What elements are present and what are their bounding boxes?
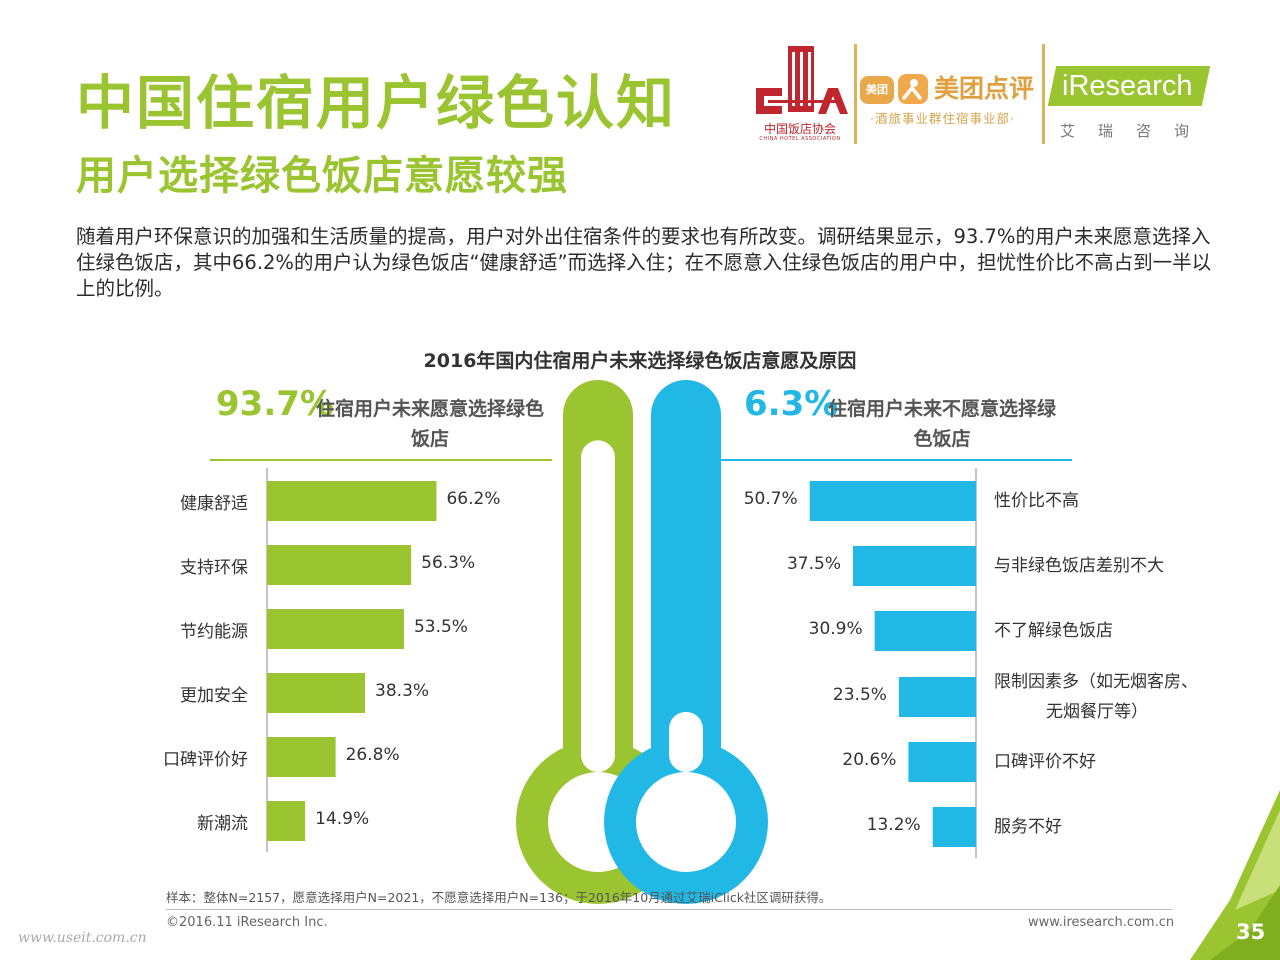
blue-thermometer-tube	[651, 380, 721, 822]
right-category-line: 不了解绿色饭店	[994, 621, 1113, 641]
blue-thermometer-channel	[669, 711, 703, 772]
cha-english-name: CHINA HOTEL ASSOCIATION	[759, 136, 841, 142]
left-category-label: 支持环保	[180, 558, 248, 578]
left-percent: 93.7%	[216, 384, 334, 424]
right-heading: 住宿用户未来不愿意选择绿色饭店	[827, 398, 1056, 450]
left-category-label: 节约能源	[180, 622, 248, 642]
cha-emblem-icon	[756, 46, 848, 114]
left-bar	[267, 481, 437, 521]
right-category-line: 服务不好	[994, 817, 1062, 837]
green-thermometer-tube	[563, 380, 633, 822]
page-subtitle: 用户选择绿色饭店意愿较强	[76, 153, 568, 199]
left-bar	[267, 609, 404, 649]
cha-name: 中国饭店协会	[763, 122, 836, 136]
right-bar	[809, 481, 976, 521]
left-value-label: 38.3%	[375, 681, 430, 701]
green-thermometer-channel	[581, 440, 615, 772]
meituan-name: 美团点评	[934, 74, 1035, 103]
right-category-label: 限制因素多（如无烟客房、 无烟餐厅等）	[994, 667, 1198, 727]
right-category-line: 无烟餐厅等）	[1046, 702, 1148, 722]
meituan-badge: 美团	[860, 76, 894, 104]
right-bar	[898, 677, 976, 717]
footer-divider	[166, 909, 1172, 910]
left-bar	[267, 545, 412, 585]
right-bar	[853, 546, 976, 586]
left-value-label: 66.2%	[446, 489, 501, 509]
page-title: 中国住宿用户绿色认知	[76, 69, 677, 137]
right-category-label: 性价比不高	[994, 486, 1079, 516]
right-category-label: 不了解绿色饭店	[994, 616, 1113, 646]
right-value-label: 23.5%	[832, 685, 887, 705]
right-bar	[908, 742, 976, 782]
right-category-label: 口碑评价不好	[994, 747, 1096, 777]
chart-title: 2016年国内住宿用户未来选择绿色饭店意愿及原因	[423, 350, 857, 372]
right-category-line: 与非绿色饭店差别不大	[994, 556, 1164, 576]
copyright: ©2016.11 iResearch Inc.	[166, 915, 328, 930]
watermark: www.useit.com.cn	[18, 930, 147, 946]
left-value-label: 14.9%	[315, 809, 370, 829]
left-bar	[267, 801, 306, 841]
right-category-line: 口碑评价不好	[994, 752, 1096, 772]
right-category-line: 限制因素多（如无烟客房、	[994, 672, 1198, 692]
right-value-label: 37.5%	[786, 554, 841, 574]
logo-divider	[1042, 44, 1045, 144]
description-text: 随着用户环保意识的加强和生活质量的提高，用户对外出住宿条件的要求也有所改变。调研…	[76, 225, 1212, 300]
meituan-sub: ·酒旅事业群住宿事业部·	[870, 111, 1015, 126]
left-bar	[267, 737, 336, 777]
website-link[interactable]: www.iresearch.com.cn	[1028, 915, 1175, 930]
right-category-line: 性价比不高	[994, 491, 1079, 511]
left-bar	[267, 673, 366, 713]
blue-thermometer-bulb	[604, 740, 768, 904]
right-value-label: 30.9%	[808, 619, 863, 639]
left-category-label: 更加安全	[180, 686, 248, 706]
iresearch-name: iResearch	[1062, 70, 1193, 102]
meituan-logo: 美团 美团点评 ·酒旅事业群住宿事业部·	[860, 68, 1038, 132]
left-value-label: 56.3%	[421, 553, 476, 573]
right-percent: 6.3%	[744, 384, 839, 424]
corner-decoration-icon	[1190, 790, 1280, 960]
iresearch-logo: iResearch 艾瑞咨询	[1047, 66, 1213, 146]
page-number: 35	[1236, 920, 1266, 944]
green-thermometer-bulb-inner	[548, 772, 648, 872]
left-category-label: 健康舒适	[180, 494, 248, 514]
right-category-label: 服务不好	[994, 812, 1062, 842]
sample-note: 样本：整体N=2157，愿意选择用户N=2021，不愿意选择用户N=136；于2…	[166, 890, 832, 905]
right-bar	[874, 611, 976, 651]
left-category-label: 口碑评价好	[163, 750, 248, 770]
left-category-label: 新潮流	[197, 814, 248, 834]
green-thermometer-bulb	[516, 740, 680, 904]
iresearch-sub: 艾瑞咨询	[1060, 122, 1213, 140]
right-value-label: 13.2%	[866, 815, 921, 835]
cha-logo: 中国饭店协会 CHINA HOTEL ASSOCIATION	[748, 40, 852, 150]
left-value-label: 26.8%	[345, 745, 400, 765]
blue-thermometer-bulb-inner	[636, 772, 736, 872]
logo-divider	[854, 44, 857, 144]
right-category-label: 与非绿色饭店差别不大	[994, 551, 1164, 581]
right-value-label: 20.6%	[842, 750, 897, 770]
left-value-label: 53.5%	[413, 617, 468, 637]
left-heading: 住宿用户未来愿意选择绿色饭店	[315, 398, 544, 450]
right-bar	[932, 807, 976, 847]
right-value-label: 50.7%	[743, 489, 798, 509]
dianping-icon	[898, 74, 928, 104]
